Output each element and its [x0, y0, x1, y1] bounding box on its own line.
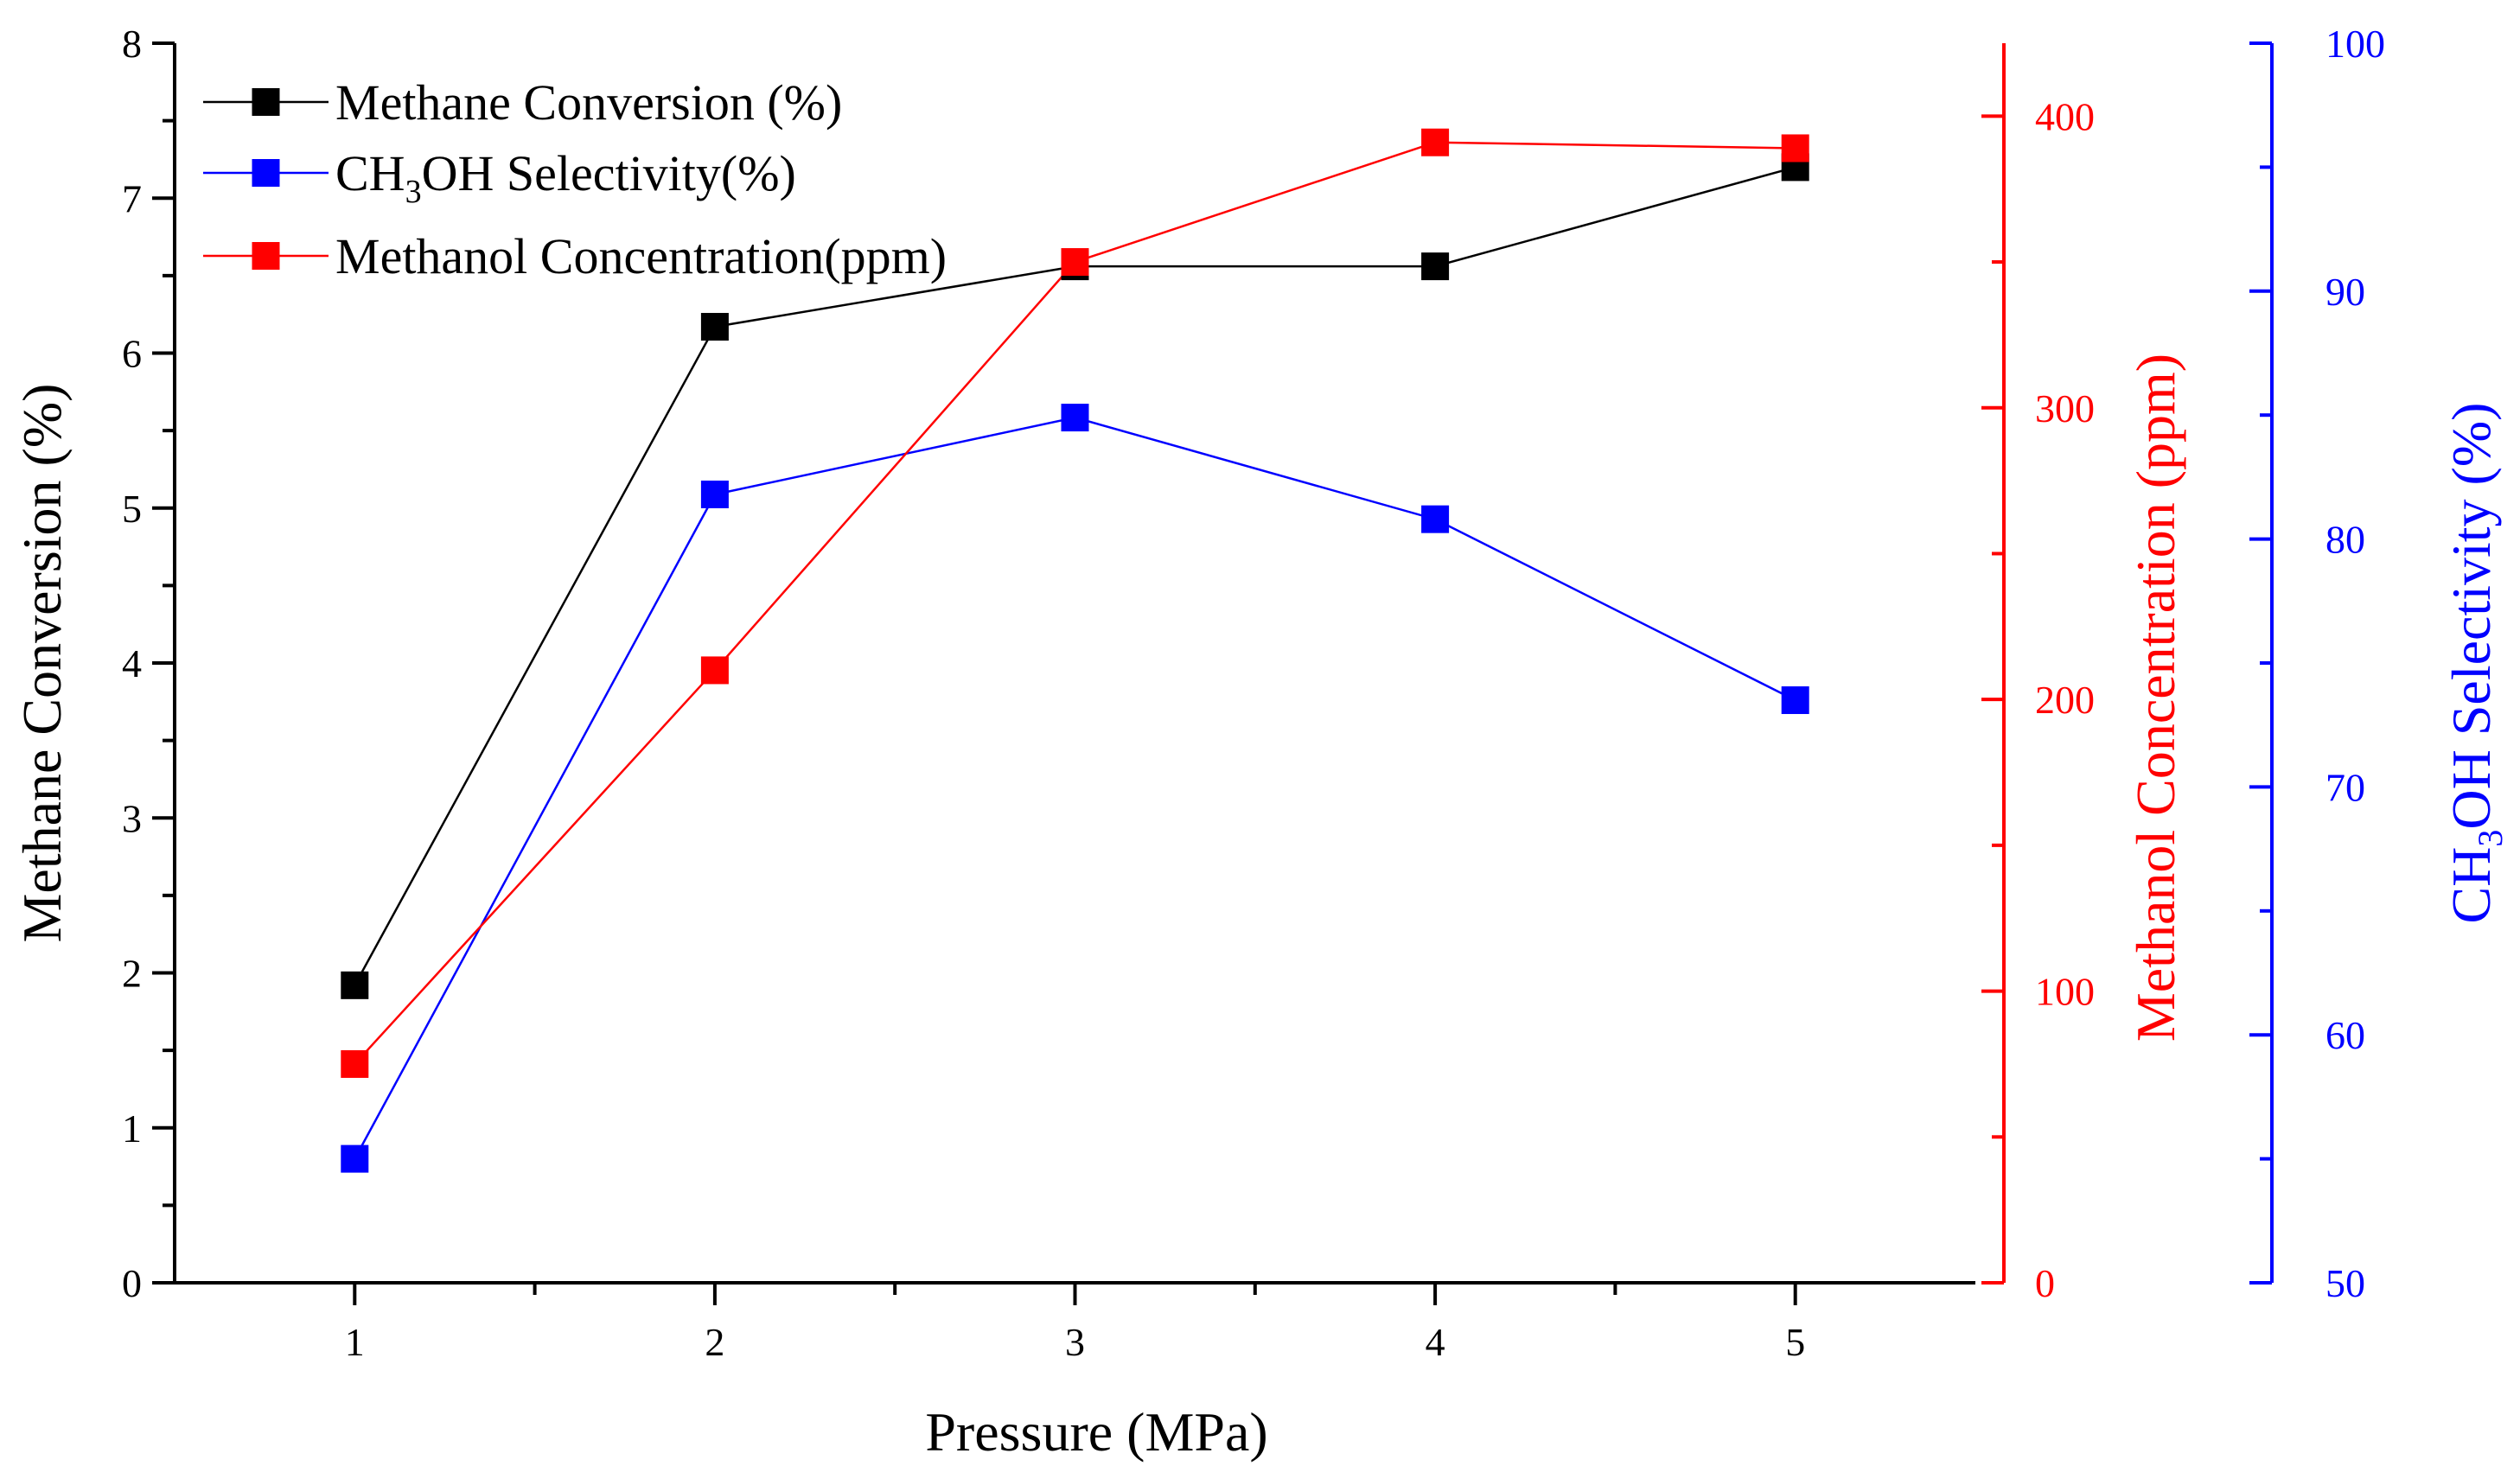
legend-marker-0 — [252, 88, 280, 116]
blue-y-tick-label-70: 70 — [2325, 765, 2365, 809]
left-y-tick-label-0: 0 — [122, 1261, 142, 1305]
blue-y-axis-title-rest: OH Selectivity (%) — [2440, 403, 2502, 830]
red-y-axis-title: Methanol Concentration (ppm) — [2125, 354, 2186, 1042]
series-1-point-2 — [700, 480, 729, 508]
series-0-point-4 — [1421, 252, 1450, 281]
red-y-tick-label-0: 0 — [2035, 1261, 2055, 1305]
series-0-point-2 — [700, 313, 729, 341]
blue-y-tick-label-90: 90 — [2325, 270, 2365, 314]
left-y-tick-label-5: 5 — [122, 487, 142, 531]
series-2-point-2 — [700, 656, 729, 685]
axes — [152, 41, 2274, 1305]
left-y-tick-label-7: 7 — [122, 176, 142, 220]
series-markers — [341, 128, 1809, 1173]
series-2-point-4 — [1421, 128, 1450, 156]
blue-y-tick-label-60: 60 — [2325, 1013, 2365, 1057]
series-lines — [354, 141, 1796, 1160]
left-y-tick-label-1: 1 — [122, 1106, 142, 1151]
legend-label-rest: OH Selectivity(%) — [422, 145, 796, 201]
left-y-tick-label-3: 3 — [122, 796, 142, 840]
left-y-tick-label-4: 4 — [122, 641, 142, 685]
legend-label-main: CH — [335, 145, 405, 201]
legend-label-0: Methane Conversion (%) — [335, 74, 842, 131]
legend-label-sub: 3 — [405, 174, 422, 210]
series-2-point-3 — [1061, 248, 1089, 277]
series-1-point-3 — [1061, 404, 1089, 432]
series-line-1 — [354, 416, 1796, 1160]
blue-y-tick-label-80: 80 — [2325, 518, 2365, 562]
red-y-tick-label-200: 200 — [2035, 678, 2095, 722]
blue-y-axis-title: CH3OH Selectivity (%) — [2440, 403, 2510, 924]
axis-labels: 1 2 3 4 5 Pressure (MPa) 0 1 2 3 4 5 6 7 8 Methane Conv… — [11, 22, 2510, 1463]
series-1-point-5 — [1781, 686, 1809, 715]
legend-marker-1 — [252, 159, 280, 187]
x-tick-label-1: 1 — [345, 1320, 365, 1364]
left-y-axis-title: Methane Conversion (%) — [11, 384, 73, 943]
blue-y-tick-label-100: 100 — [2325, 22, 2385, 66]
blue-y-tick-label-50: 50 — [2325, 1261, 2365, 1305]
blue-y-axis-title-main: CH — [2440, 847, 2502, 924]
x-tick-label-3: 3 — [1065, 1320, 1085, 1364]
left-y-tick-label-6: 6 — [122, 332, 142, 376]
series-2-point-1 — [341, 1049, 369, 1078]
red-y-tick-label-300: 300 — [2035, 386, 2095, 430]
legend-marker-2 — [252, 242, 280, 270]
x-tick-label-4: 4 — [1426, 1320, 1445, 1364]
x-tick-label-2: 2 — [705, 1320, 724, 1364]
left-y-tick-label-8: 8 — [122, 22, 142, 66]
series-1-point-4 — [1421, 505, 1450, 533]
series-1-point-1 — [341, 1144, 369, 1173]
red-y-tick-label-400: 400 — [2035, 94, 2095, 138]
series-0-point-1 — [341, 971, 369, 999]
red-y-tick-label-100: 100 — [2035, 970, 2095, 1014]
x-tick-label-5: 5 — [1785, 1320, 1805, 1364]
x-axis-title: Pressure (MPa) — [925, 1401, 1267, 1463]
legend-label-2: Methanol Concentration(ppm) — [335, 228, 947, 284]
left-y-tick-label-2: 2 — [122, 952, 142, 996]
series-2-point-5 — [1781, 134, 1809, 163]
legend: Methane Conversion (%) CH3OH Selectivity(… — [203, 74, 947, 284]
series-line-0 — [354, 166, 1796, 986]
blue-y-axis-title-sub: 3 — [2471, 830, 2510, 847]
legend-label-1: CH3OH Selectivity(%) — [335, 145, 796, 210]
